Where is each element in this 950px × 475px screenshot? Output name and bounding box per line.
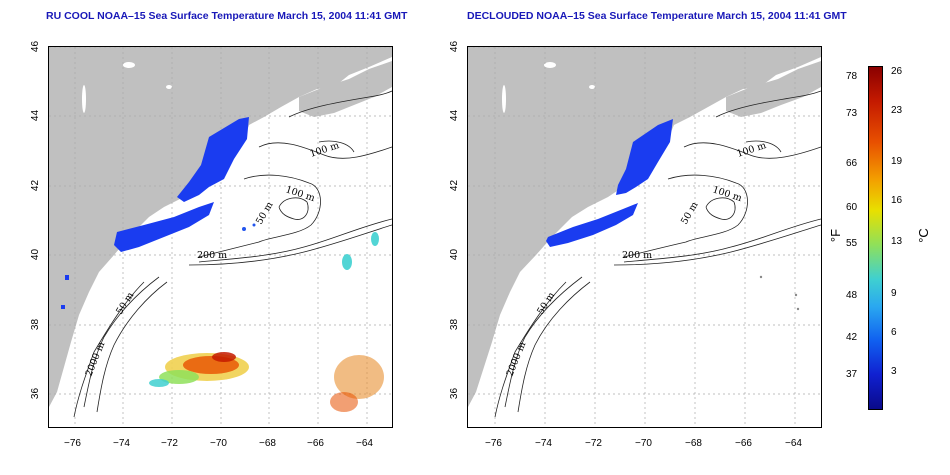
contour-label-100m-b: 100 m [284, 184, 316, 204]
y-tick-label: 46 [449, 40, 461, 53]
celsius-tick: 26 [891, 66, 903, 77]
y-tick-label: 44 [30, 109, 42, 122]
contour-label-100m-a: 100 m [736, 140, 768, 160]
right-map-canvas: 100 m 100 m 50 m 200 m 50 m 2000 m [468, 47, 821, 427]
x-tick-label: −72 [161, 438, 178, 449]
x-tick-label: −70 [210, 438, 227, 449]
x-tick-label: −68 [685, 438, 702, 449]
x-tick-label: −74 [535, 438, 552, 449]
fahrenheit-tick: 55 [846, 238, 858, 249]
y-tick-label: 42 [449, 179, 461, 192]
celsius-tick: 16 [891, 195, 903, 206]
temperature-colorbar [868, 66, 883, 410]
y-tick-label: 42 [30, 179, 42, 192]
contour-label-50m-b: 50 m [114, 290, 136, 316]
bathymetry-contours [73, 90, 392, 418]
x-tick-label: −68 [259, 438, 276, 449]
y-tick-label: 46 [30, 40, 42, 53]
contour-label-200m: 200 m [622, 250, 652, 261]
celsius-tick: 3 [891, 366, 897, 377]
contour-label-2000m: 2000 m [84, 340, 108, 378]
contour-label-50m-b: 50 m [535, 290, 557, 316]
celsius-tick: 6 [891, 327, 897, 338]
contour-label-2000m: 2000 m [505, 340, 529, 378]
celsius-tick: 9 [891, 288, 897, 299]
y-tick-label: 40 [449, 248, 461, 261]
x-tick-label: −74 [113, 438, 130, 449]
contour-label-100m-b: 100 m [711, 184, 743, 204]
fahrenheit-tick: 42 [846, 332, 858, 343]
fahrenheit-unit-label: °F [828, 228, 844, 243]
celsius-tick: 13 [891, 236, 903, 247]
fahrenheit-tick: 48 [846, 290, 858, 301]
right-map-title: DECLOUDED NOAA–15 Sea Surface Temperatur… [467, 10, 847, 22]
y-tick-label: 38 [30, 318, 42, 331]
nova-scotia-land [299, 61, 392, 117]
nova-scotia-land [726, 61, 821, 117]
y-tick-label: 40 [30, 248, 42, 261]
bathymetry-contours [494, 90, 821, 418]
contour-label-200m: 200 m [197, 250, 227, 261]
y-tick-label: 44 [449, 109, 461, 122]
celsius-tick: 19 [891, 156, 903, 167]
fahrenheit-tick: 66 [846, 158, 858, 169]
warm-water-patches [149, 232, 384, 412]
fahrenheit-tick: 73 [846, 108, 858, 119]
fahrenheit-tick: 60 [846, 202, 858, 213]
celsius-unit-label: °C [915, 228, 931, 243]
land-mass [468, 47, 821, 407]
cold-water-area [61, 117, 249, 309]
x-tick-label: −66 [735, 438, 752, 449]
x-tick-label: −70 [635, 438, 652, 449]
contour-label-50m-a: 50 m [679, 200, 701, 226]
right-sst-map: 100 m 100 m 50 m 200 m 50 m 2000 m [467, 46, 822, 428]
fahrenheit-tick: 37 [846, 369, 858, 380]
left-sst-map: 100 m 100 m 50 m 200 m 50 m 2000 m [48, 46, 393, 428]
celsius-tick: 23 [891, 105, 903, 116]
contour-label-50m-a: 50 m [254, 200, 276, 226]
x-tick-label: −66 [307, 438, 324, 449]
y-tick-label: 38 [449, 318, 461, 331]
left-map-title: RU COOL NOAA–15 Sea Surface Temperature … [46, 10, 408, 22]
x-tick-label: −76 [64, 438, 81, 449]
y-tick-label: 36 [449, 387, 461, 400]
x-tick-label: −64 [356, 438, 373, 449]
cold-water-area [546, 119, 673, 247]
x-tick-label: −64 [785, 438, 802, 449]
land-mass [49, 47, 392, 407]
fahrenheit-tick: 78 [846, 71, 858, 82]
left-map-canvas: 100 m 100 m 50 m 200 m 50 m 2000 m [49, 47, 392, 427]
x-tick-label: −76 [485, 438, 502, 449]
x-tick-label: −72 [585, 438, 602, 449]
y-tick-label: 36 [30, 387, 42, 400]
contour-label-100m-a: 100 m [309, 140, 341, 160]
